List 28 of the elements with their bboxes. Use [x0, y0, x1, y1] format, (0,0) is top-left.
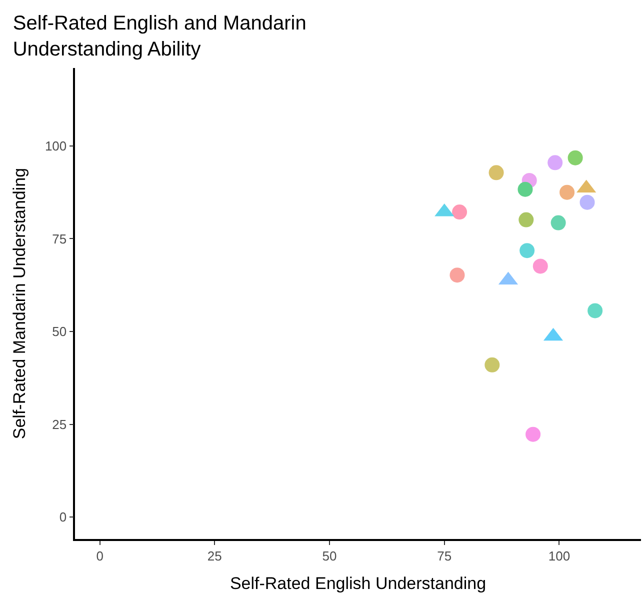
point: [580, 194, 595, 210]
x-axis-title: Self-Rated English Understanding: [230, 574, 486, 594]
point: [518, 212, 534, 228]
point: [484, 357, 500, 372]
point: [488, 165, 504, 180]
point: [588, 303, 603, 318]
y-axis-title: Self-Rated Mandarin Understanding: [10, 168, 29, 440]
point: [452, 204, 468, 220]
point: [526, 426, 541, 442]
y-tick-label: 100: [44, 138, 67, 154]
x-tick-label: 75: [437, 548, 452, 564]
y-tick-label: 25: [52, 416, 67, 432]
point: [548, 155, 563, 170]
x-tick-label: 25: [207, 548, 222, 564]
point: [450, 268, 465, 283]
y-tick-label: 0: [59, 510, 67, 525]
x-tick-label: 100: [548, 548, 570, 564]
point: [550, 215, 566, 230]
x-tick-label: 0: [96, 548, 104, 564]
point: [560, 184, 575, 200]
y-tick-label: 50: [52, 324, 67, 340]
y-tick-label: 75: [52, 231, 67, 246]
chart-title: Self-Rated English and Mandarin Understanding Ability: [12, 12, 306, 61]
point: [520, 243, 535, 258]
point: [568, 150, 583, 166]
x-tick-label: 50: [322, 548, 337, 564]
point: [518, 182, 533, 197]
point: [532, 258, 548, 274]
